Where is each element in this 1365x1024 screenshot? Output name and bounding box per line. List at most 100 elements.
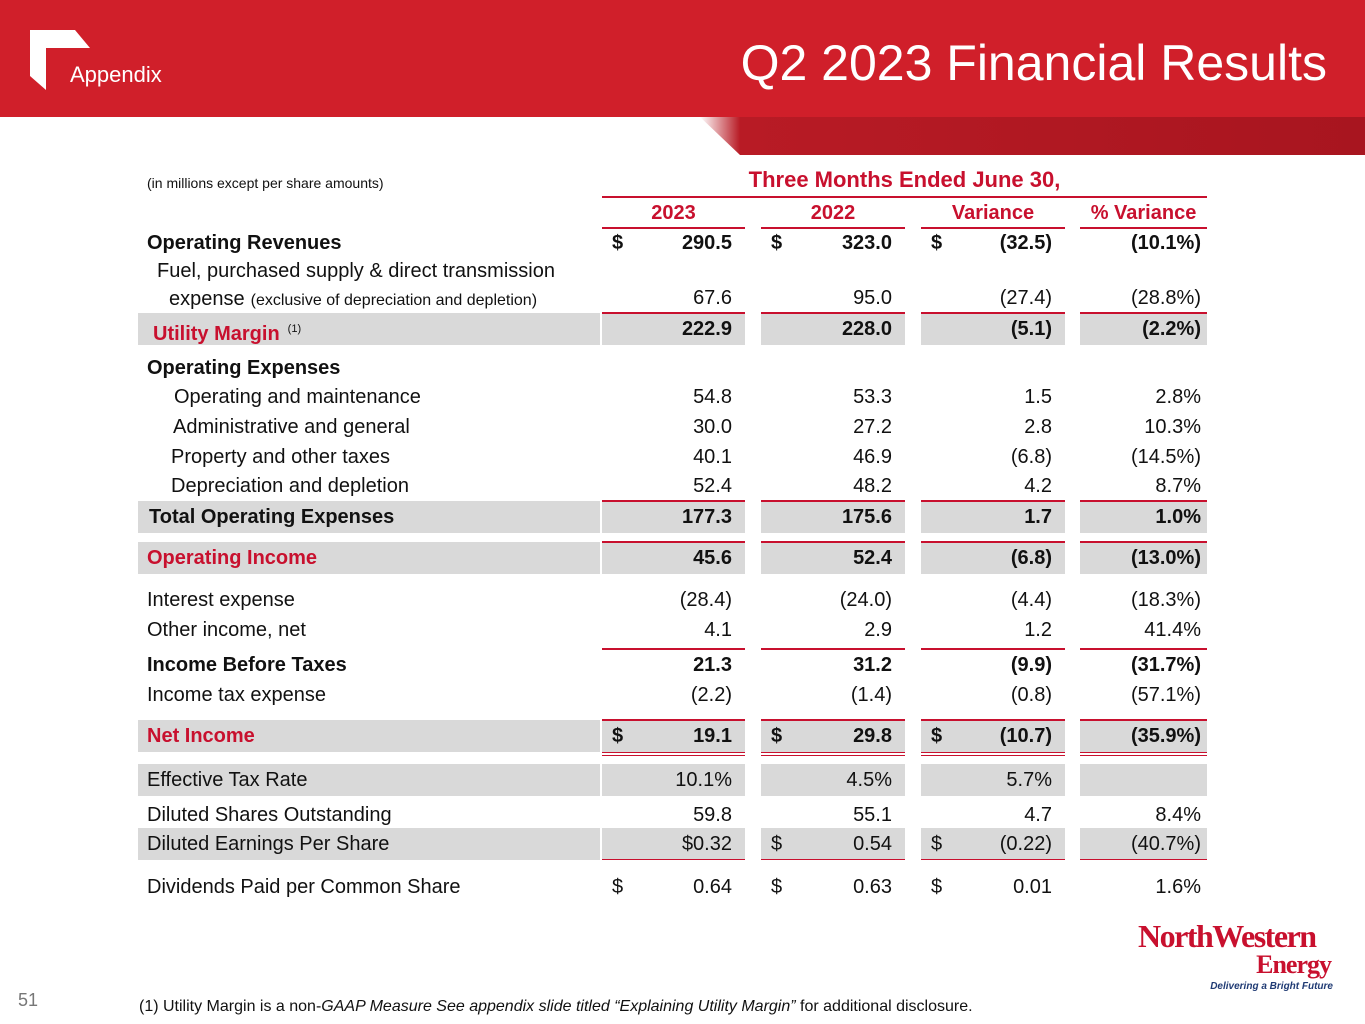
cell-value: 175.6 (841, 506, 892, 528)
rule (1080, 755, 1207, 756)
cell-value: 2.8% (1155, 386, 1201, 408)
footnote-text: for additional disclosure. (795, 998, 973, 1015)
cell-value: 10.1% (675, 769, 732, 791)
row-shade (761, 313, 905, 345)
rule (921, 859, 1065, 860)
row-shade (602, 501, 745, 533)
currency-sign: $ (931, 876, 943, 898)
cell-value: 1.6% (1155, 876, 1201, 898)
cell-value: 29.8 (853, 725, 892, 747)
cell-value: 41.4% (1144, 619, 1201, 641)
currency-sign: $ (612, 876, 624, 898)
cell-value: 48.2 (853, 475, 892, 497)
cell-value: 4.1 (704, 619, 732, 641)
note-ref: (1) (287, 323, 302, 335)
row-shade (1080, 313, 1207, 345)
currency-sign: $ (771, 725, 783, 747)
cell-value: 31.2 (853, 654, 892, 676)
cell-value: (0.22) (999, 833, 1052, 855)
cell-value: 19.1 (693, 725, 732, 747)
cell-value: 30.0 (693, 416, 732, 438)
rule (602, 196, 1207, 198)
currency-sign: $ (771, 232, 783, 254)
row-shade (1080, 720, 1207, 752)
logo-name2: Energy (1256, 950, 1332, 979)
row-shade (921, 313, 1065, 345)
rule (602, 312, 745, 314)
cell-value: 55.1 (853, 804, 892, 826)
row-label: Depreciation and depletion (171, 475, 409, 497)
row-label: Total Operating Expenses (149, 506, 395, 528)
cell-value: 4.2 (1024, 475, 1052, 497)
rule (761, 227, 905, 229)
rule (921, 752, 1065, 753)
cell-value: 228.0 (841, 318, 892, 340)
cell-value: 0.01 (1013, 876, 1052, 898)
row-label: Operating Income (147, 547, 318, 569)
row-shade (761, 764, 905, 796)
cell-value: 45.6 (693, 547, 732, 569)
cell-value: 95.0 (853, 287, 892, 309)
cell-value: 53.3 (853, 386, 892, 408)
cell-value: 0.64 (693, 876, 732, 898)
cell-value: 46.9 (853, 446, 892, 468)
logo-name: NorthWestern (1138, 918, 1317, 954)
row-shade (1080, 764, 1207, 796)
row-label: Diluted Earnings Per Share (147, 833, 390, 855)
cell-value: (18.3%) (1130, 589, 1201, 611)
row-label: Utility Margin (1) (153, 323, 302, 345)
logo-mark (30, 30, 90, 90)
row-label: Income Before Taxes (147, 654, 347, 676)
cell-value: 1.2 (1024, 619, 1052, 641)
cell-value: 21.3 (693, 654, 732, 676)
cell-value: 222.9 (681, 318, 732, 340)
row-label: Administrative and general (173, 416, 410, 438)
currency-sign: $ (931, 232, 943, 254)
units-note: (in millions except per share amounts) (147, 175, 384, 191)
rule (921, 719, 1065, 721)
cell-value: 67.6 (693, 287, 732, 309)
rule (1080, 859, 1207, 860)
column-header: 2022 (810, 202, 856, 224)
row-label: Effective Tax Rate (147, 769, 308, 791)
cell-value: (28.8%) (1130, 287, 1201, 309)
cell-value: (57.1%) (1130, 684, 1201, 706)
row-label: Operating Revenues (147, 232, 342, 254)
cell-value: (6.8) (1010, 446, 1052, 468)
row-label: Operating Expenses (147, 357, 341, 379)
column-header: Variance (951, 202, 1035, 224)
cell-value: (6.8) (1010, 547, 1052, 569)
rule (921, 541, 1065, 543)
row-shade (1080, 501, 1207, 533)
row-shade (921, 720, 1065, 752)
rule (921, 648, 1065, 650)
currency-sign: $ (771, 876, 783, 898)
row-shade (138, 828, 600, 860)
cell-value: 177.3 (681, 506, 732, 528)
cell-value: 1.7 (1024, 506, 1052, 528)
row-shade (138, 542, 600, 574)
rule (602, 500, 745, 502)
rule (761, 500, 905, 502)
cell-value: 4.7 (1024, 804, 1052, 826)
rule (761, 752, 905, 753)
currency-sign: $ (612, 725, 624, 747)
column-header: % Variance (1090, 202, 1197, 224)
rule (602, 541, 745, 543)
cell-value: (27.4) (999, 287, 1052, 309)
row-label: Other income, net (147, 619, 306, 641)
cell-value: 59.8 (693, 804, 732, 826)
row-shade (761, 720, 905, 752)
footnote: (1) Utility Margin is a non-GAAP Measure… (139, 998, 973, 1016)
column-header: 2023 (651, 202, 696, 224)
period-header: Three Months Ended June 30, (748, 167, 1061, 192)
page-number: 51 (18, 990, 39, 1010)
rule (602, 719, 745, 721)
row-shade (138, 501, 600, 533)
cell-value: $0.32 (681, 833, 732, 855)
row-shade (138, 313, 600, 345)
rule (761, 755, 905, 756)
row-shade (138, 764, 600, 796)
row-shade (1080, 542, 1207, 574)
